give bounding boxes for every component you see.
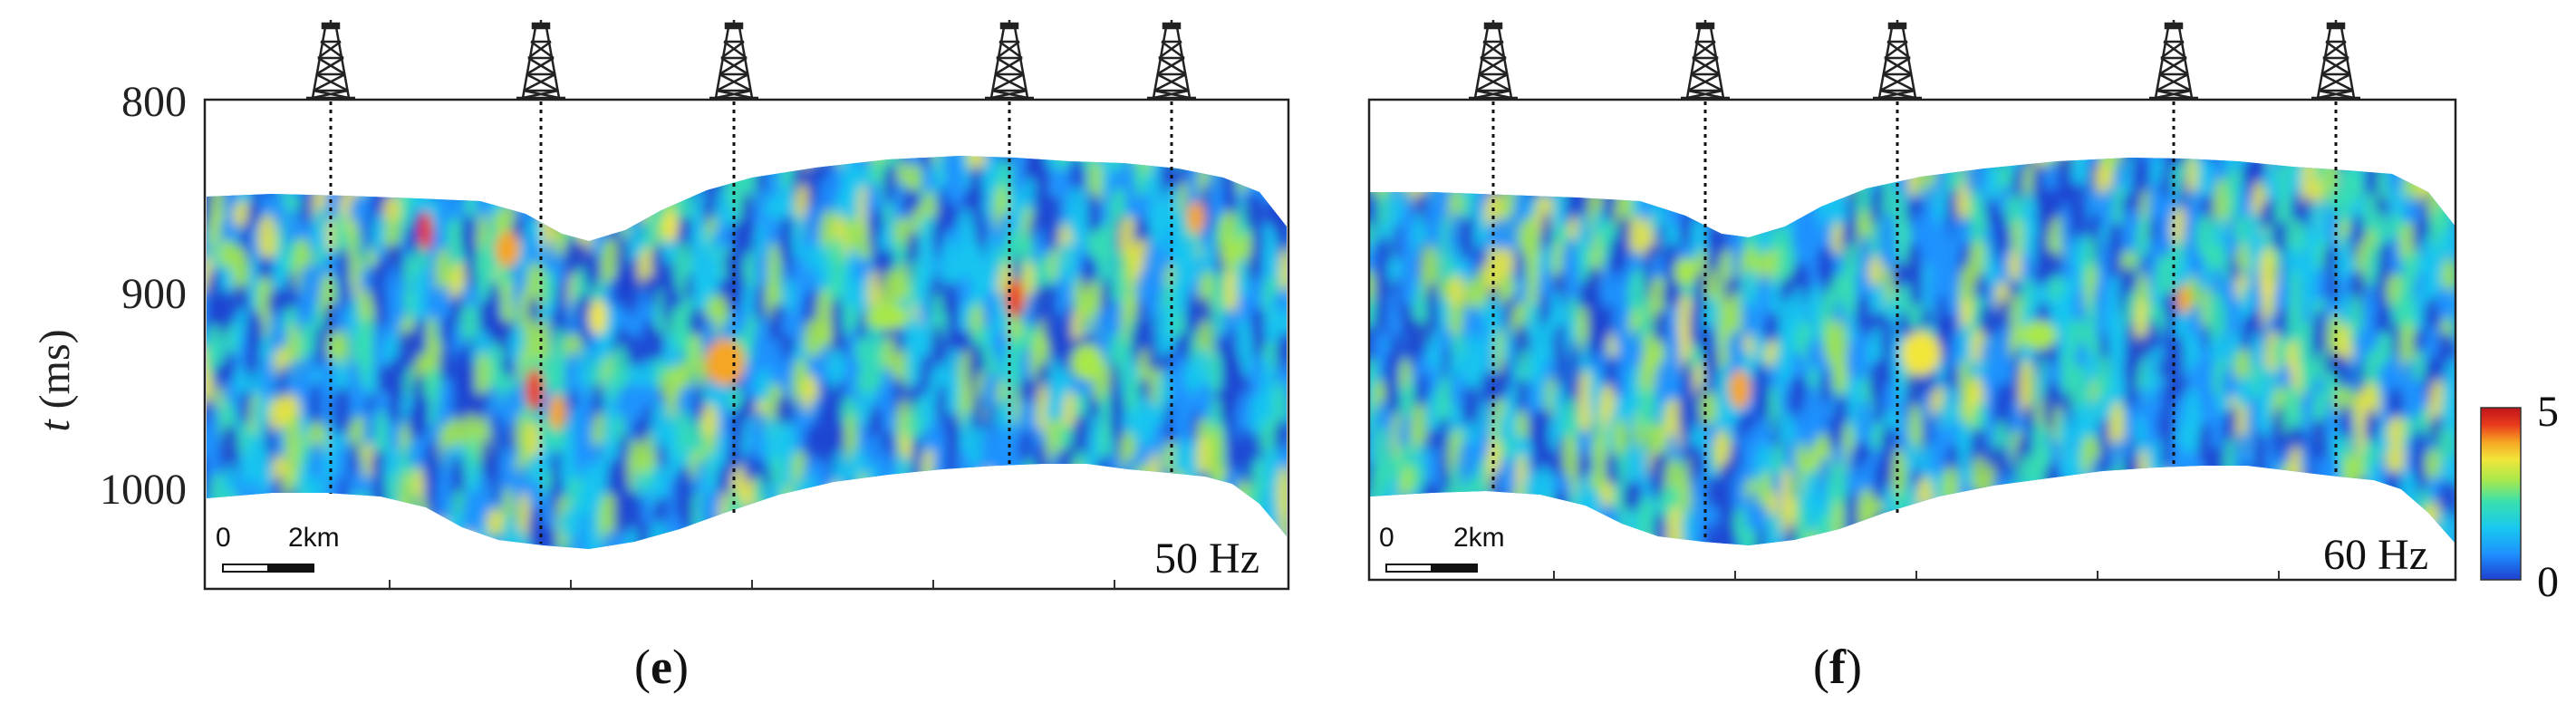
oil-derrick-icon xyxy=(985,20,1034,100)
colorbar-min-label: 0 xyxy=(2537,558,2559,606)
frequency-label-f: 60 Hz xyxy=(2323,531,2428,579)
oil-derrick-icon xyxy=(1469,20,1518,100)
panel-letter-e: (e) xyxy=(634,640,689,694)
panel-e-frame xyxy=(203,98,1290,591)
panel-letter-e-text: e xyxy=(651,640,672,694)
seismic-section-e xyxy=(207,156,1287,549)
panel-letter-f: (f) xyxy=(1813,640,1862,694)
scale-bar-e: 0 2km xyxy=(216,523,340,573)
scale-bar-start-label: 0 xyxy=(216,523,231,553)
y-axis-label-unit: (ms) xyxy=(31,329,79,419)
panel-e: 0 2km 50 Hz xyxy=(203,20,1290,591)
y-tick-800: 800 xyxy=(121,78,187,126)
y-tick-1000: 1000 xyxy=(100,466,187,514)
oil-derrick-icon xyxy=(709,20,758,100)
well-lines-f xyxy=(1491,101,2338,542)
colorbar: 5 0 xyxy=(2480,388,2559,606)
scale-bar-f: 0 2km xyxy=(1379,523,1505,573)
panel-f: 0 2km 60 Hz xyxy=(1367,20,2457,582)
y-axis-label: t (ms) xyxy=(31,329,79,431)
colorbar-max-label: 5 xyxy=(2537,388,2559,436)
scale-bar-end-label: 2km xyxy=(288,523,340,553)
y-axis-label-symbol: t xyxy=(31,419,79,432)
scale-bar-start-label: 0 xyxy=(1379,523,1394,553)
derricks-f xyxy=(1469,20,2360,100)
amplitude-texture-e xyxy=(207,156,1287,549)
frequency-label-e: 50 Hz xyxy=(1154,535,1259,583)
panel-e-bottom-ticks xyxy=(389,580,1115,589)
colorbar-gradient xyxy=(2480,407,2522,581)
oil-derrick-icon xyxy=(2311,20,2360,100)
y-axis: t (ms) 800 900 1000 xyxy=(31,78,187,514)
oil-derrick-icon xyxy=(306,20,355,100)
panel-f-frame xyxy=(1367,98,2457,582)
scale-bar-end-label: 2km xyxy=(1453,523,1505,553)
y-tick-900: 900 xyxy=(121,270,187,318)
seismic-section-f xyxy=(1370,158,2455,545)
well-lines-e xyxy=(329,101,1173,544)
oil-derrick-icon xyxy=(2149,20,2198,100)
amplitude-texture-f xyxy=(1370,158,2455,545)
panel-f-bottom-ticks xyxy=(1553,571,2280,580)
oil-derrick-icon xyxy=(516,20,565,100)
oil-derrick-icon xyxy=(1147,20,1196,100)
oil-derrick-icon xyxy=(1873,20,1922,100)
oil-derrick-icon xyxy=(1681,20,1730,100)
panel-letter-f-text: f xyxy=(1829,640,1847,694)
derricks-e xyxy=(306,20,1196,100)
